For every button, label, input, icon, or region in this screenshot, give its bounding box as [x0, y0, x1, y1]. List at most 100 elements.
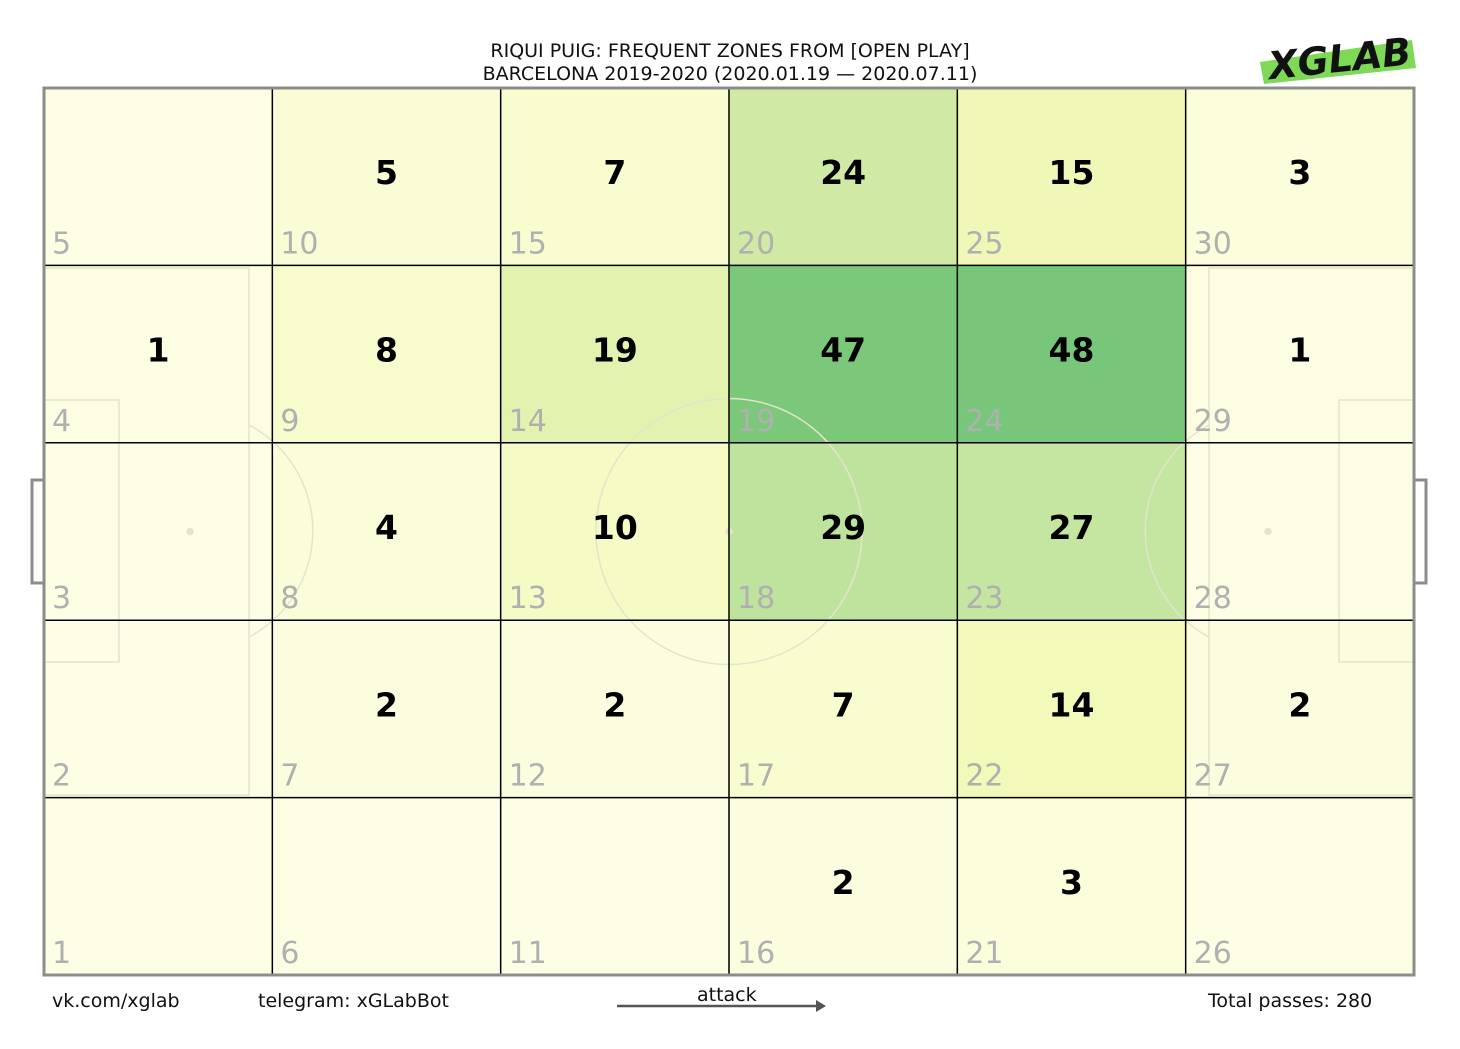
zone-number-29: 29	[1194, 404, 1232, 439]
heatmap-cells	[44, 88, 1414, 975]
zone-number-17: 17	[737, 759, 775, 794]
zone-number-11: 11	[509, 936, 547, 971]
zone-cell-6	[272, 797, 501, 975]
zone-cell-19	[729, 265, 958, 443]
zone-number-16: 16	[737, 936, 775, 971]
zone-cell-25	[957, 88, 1186, 266]
zone-cell-28	[1185, 442, 1414, 621]
zone-value-8: 4	[375, 508, 398, 547]
zone-cell-13	[500, 442, 729, 621]
zone-number-3: 3	[52, 581, 71, 616]
pitch-border	[42, 86, 1416, 977]
zone-number-14: 14	[509, 404, 547, 439]
left-penalty-spot	[186, 527, 194, 536]
zone-cell-3	[44, 442, 273, 621]
zone-number-1: 1	[52, 936, 71, 971]
zone-cell-7	[272, 620, 501, 798]
zone-number-18: 18	[737, 581, 775, 616]
zone-cell-5	[44, 88, 273, 266]
vk-link[interactable]: vk.com/xglab	[52, 990, 180, 1012]
zone-number-30: 30	[1194, 226, 1232, 261]
left-goal	[30, 478, 44, 585]
zone-number-25: 25	[965, 226, 1003, 261]
zone-cell-18	[729, 442, 958, 621]
zone-cell-26	[1185, 797, 1414, 975]
logo-bar	[1260, 40, 1416, 84]
zone-number-15: 15	[509, 226, 547, 261]
zone-number-13: 13	[509, 581, 547, 616]
zone-value-23: 27	[1049, 508, 1095, 547]
right-penalty-spot	[1264, 527, 1272, 536]
zone-cell-17	[729, 620, 958, 798]
zone-cell-23	[957, 442, 1186, 621]
zone-cell-29	[1185, 265, 1414, 443]
zone-cell-24	[957, 265, 1186, 443]
left-penalty-arc	[248, 424, 314, 638]
xglab-logo: XGLAB	[1260, 29, 1416, 86]
zone-cell-20	[729, 88, 958, 266]
zone-value-10: 5	[375, 153, 398, 192]
zone-value-21: 3	[1060, 863, 1083, 902]
zone-grid	[30, 86, 1428, 977]
zone-number-26: 26	[1194, 936, 1232, 971]
zone-number-24: 24	[965, 404, 1003, 439]
zone-number-23: 23	[965, 581, 1003, 616]
attack-label: attack	[697, 984, 757, 1006]
zone-value-24: 48	[1049, 331, 1095, 370]
zone-cell-1	[44, 797, 273, 975]
zone-cell-22	[957, 620, 1186, 798]
zone-number-12: 12	[509, 759, 547, 794]
zone-value-17: 7	[832, 685, 855, 724]
zone-value-15: 7	[603, 153, 626, 192]
zone-value-20: 24	[820, 153, 866, 192]
attack-arrow	[617, 1000, 826, 1012]
zone-number-6: 6	[280, 936, 299, 971]
zone-value-16: 2	[832, 863, 855, 902]
right-goal	[1414, 478, 1428, 585]
zone-cell-9	[272, 265, 501, 443]
zone-value-7: 2	[375, 685, 398, 724]
zone-cell-8	[272, 442, 501, 621]
zone-number-22: 22	[965, 759, 1003, 794]
zone-cell-15	[500, 88, 729, 266]
zone-number-4: 4	[52, 404, 71, 439]
zone-number-19: 19	[737, 404, 775, 439]
zone-cell-11	[500, 797, 729, 975]
zone-number-21: 21	[965, 936, 1003, 971]
chart-subtitle: BARCELONA 2019-2020 (2020.01.19 — 2020.0…	[482, 63, 978, 85]
zone-value-12: 2	[603, 685, 626, 724]
chart-title: RIQUI PUIG: FREQUENT ZONES FROM [OPEN PL…	[490, 40, 970, 62]
zone-number-9: 9	[280, 404, 299, 439]
zone-value-4: 1	[147, 331, 170, 370]
zone-number-27: 27	[1194, 759, 1232, 794]
zone-cell-4	[44, 265, 273, 443]
zone-cell-16	[729, 797, 958, 975]
zone-number-8: 8	[280, 581, 299, 616]
zone-cell-12	[500, 620, 729, 798]
zone-cell-27	[1185, 620, 1414, 798]
zone-value-18: 29	[820, 508, 866, 547]
zone-value-13: 10	[592, 508, 638, 547]
zone-value-14: 19	[592, 331, 638, 370]
zone-number-5: 5	[52, 226, 71, 261]
zone-number-10: 10	[280, 226, 318, 261]
right-penalty-arc	[1144, 424, 1210, 638]
zone-value-29: 1	[1288, 331, 1311, 370]
zone-value-30: 3	[1288, 153, 1311, 192]
zone-cell-14	[500, 265, 729, 443]
zone-value-19: 47	[820, 331, 866, 370]
zone-labels: 1234156728498105111221310141915716217718…	[52, 153, 1311, 971]
zone-number-7: 7	[280, 759, 299, 794]
zone-cell-21	[957, 797, 1186, 975]
zone-value-27: 2	[1288, 685, 1311, 724]
zone-cell-30	[1185, 88, 1414, 266]
zone-value-22: 14	[1049, 685, 1095, 724]
zone-value-25: 15	[1049, 153, 1095, 192]
zone-cell-10	[272, 88, 501, 266]
zone-number-20: 20	[737, 226, 775, 261]
telegram-link[interactable]: telegram: xGLabBot	[258, 990, 449, 1012]
zone-value-9: 8	[375, 331, 398, 370]
zone-number-28: 28	[1194, 581, 1232, 616]
zone-number-2: 2	[52, 759, 71, 794]
